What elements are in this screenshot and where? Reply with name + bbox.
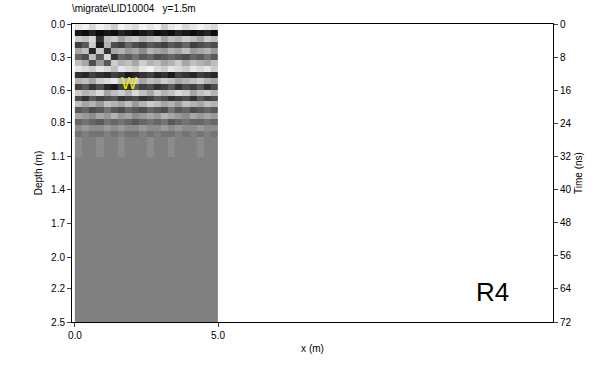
svg-text:0.8: 0.8 — [51, 117, 65, 128]
svg-text:64: 64 — [560, 283, 572, 294]
svg-text:R4: R4 — [476, 277, 509, 307]
svg-text:2.2: 2.2 — [51, 283, 65, 294]
svg-text:0.0: 0.0 — [51, 19, 65, 30]
svg-text:1.1: 1.1 — [51, 151, 65, 162]
svg-text:24: 24 — [560, 118, 572, 129]
svg-text:W: W — [121, 74, 137, 93]
svg-text:0.6: 0.6 — [51, 85, 65, 96]
svg-text:16: 16 — [560, 85, 572, 96]
svg-text:Time (ns): Time (ns) — [573, 152, 584, 194]
svg-text:56: 56 — [560, 250, 572, 261]
svg-text:40: 40 — [560, 184, 572, 195]
svg-text:8: 8 — [560, 52, 566, 63]
svg-text:x (m): x (m) — [301, 343, 324, 354]
svg-text:Depth (m): Depth (m) — [33, 151, 44, 195]
svg-text:1.7: 1.7 — [51, 218, 65, 229]
svg-text:48: 48 — [560, 217, 572, 228]
svg-text:5.0: 5.0 — [211, 330, 225, 341]
svg-text:\migrate\LID10004 y=1.5m: \migrate\LID10004 y=1.5m — [72, 3, 196, 14]
svg-text:1.4: 1.4 — [51, 184, 65, 195]
svg-text:32: 32 — [560, 151, 572, 162]
svg-text:0.3: 0.3 — [51, 52, 65, 63]
svg-text:72: 72 — [560, 317, 572, 328]
svg-text:0.0: 0.0 — [68, 330, 82, 341]
svg-text:0: 0 — [560, 19, 566, 30]
svg-text:2.5: 2.5 — [51, 317, 65, 328]
svg-text:2.0: 2.0 — [51, 252, 65, 263]
